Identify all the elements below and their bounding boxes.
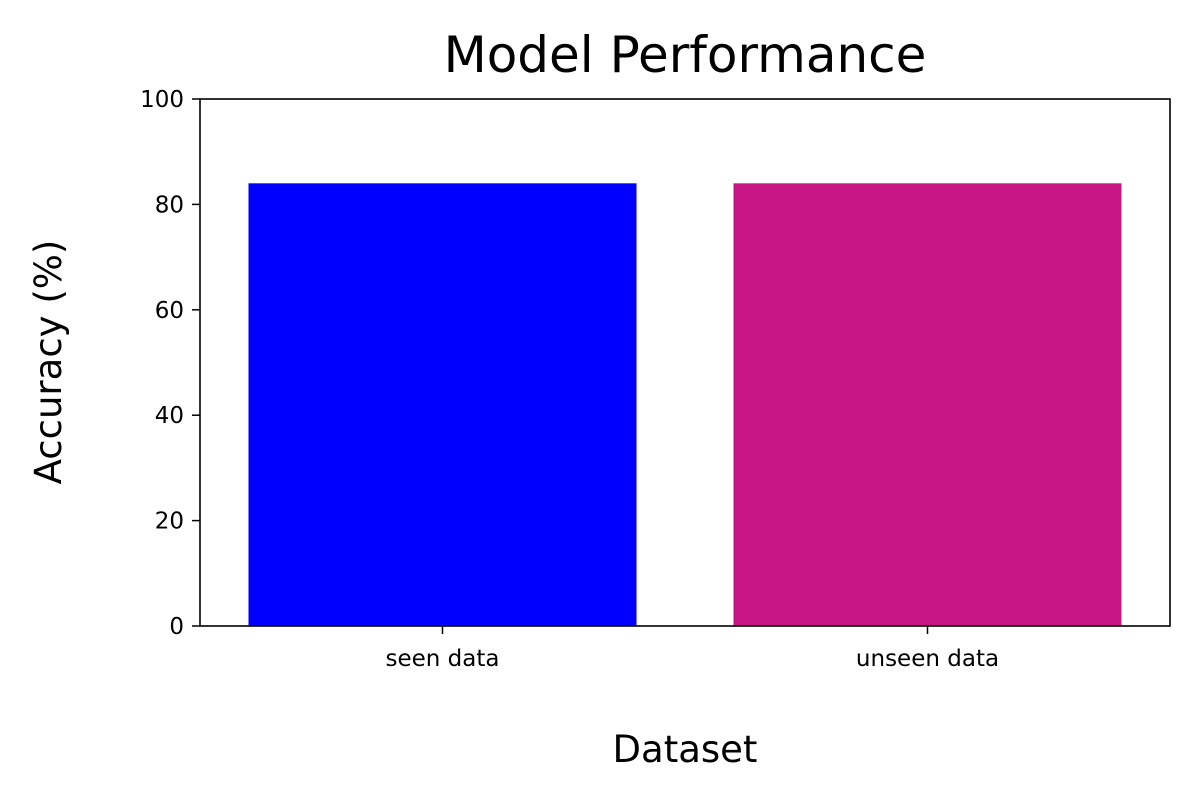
plot-area: seen data unseen data 0 20 40 60 80 100 (140, 87, 1171, 672)
x-tick-label: unseen data (856, 646, 999, 672)
y-tick-label: 0 (169, 614, 184, 640)
y-tick-label: 100 (140, 87, 184, 113)
y-tick-label: 20 (155, 509, 184, 535)
y-tick-label: 60 (155, 298, 184, 324)
y-axis-label: Accuracy (%) (27, 240, 70, 485)
bar-seen-data (248, 183, 637, 626)
axes-frame (199, 98, 1171, 627)
y-tick-label: 40 (155, 403, 184, 429)
y-tick-label: 80 (155, 192, 184, 218)
chart-title: Model Performance (444, 26, 927, 84)
x-axis-label: Dataset (613, 728, 758, 771)
bar-unseen-data (733, 183, 1122, 626)
x-tick-label: seen data (386, 646, 500, 672)
